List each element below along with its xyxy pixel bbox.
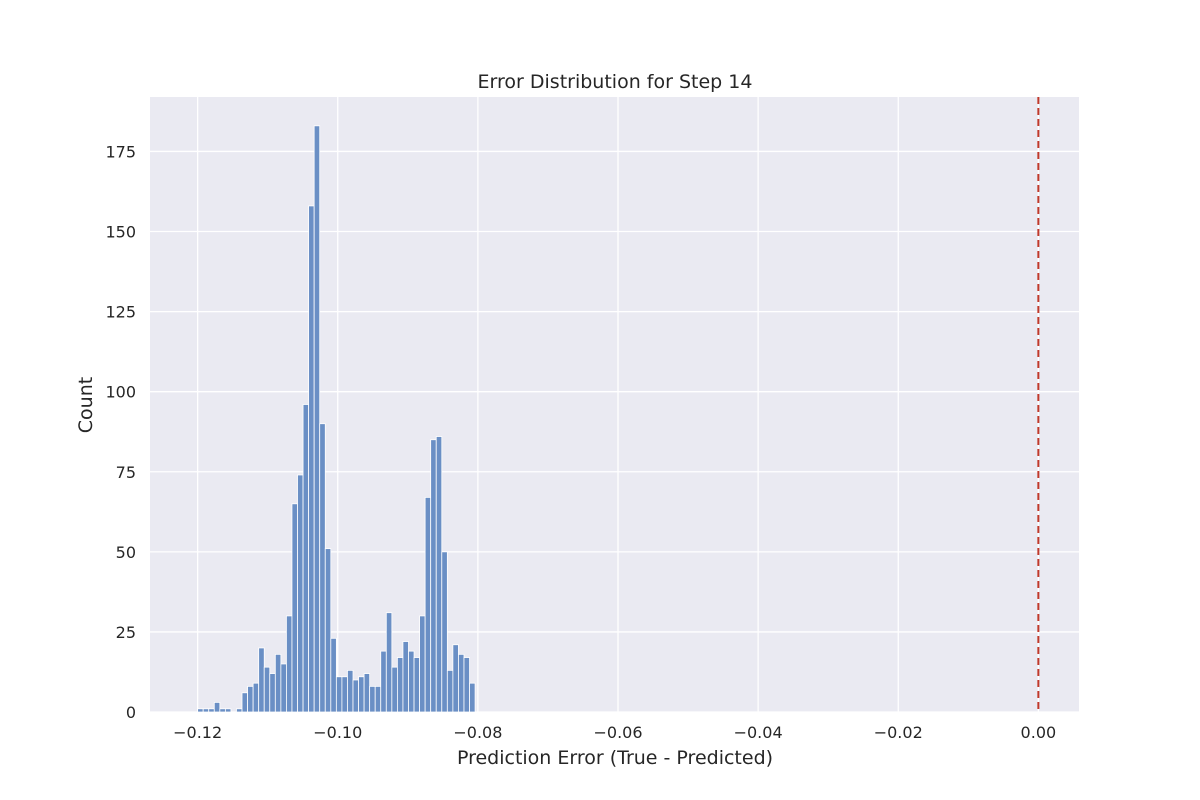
histogram-bar bbox=[363, 673, 371, 713]
histogram-bar bbox=[458, 653, 465, 713]
histogram-bar bbox=[463, 657, 470, 713]
histogram-bar bbox=[313, 125, 321, 713]
x-tick-label: −0.02 bbox=[874, 723, 923, 742]
histogram-bar bbox=[297, 474, 304, 713]
histogram-bar bbox=[335, 676, 343, 713]
histogram-bar bbox=[469, 682, 476, 713]
y-tick-label: 25 bbox=[116, 623, 136, 642]
histogram-bar bbox=[202, 708, 210, 713]
histogram-bar bbox=[269, 673, 276, 713]
histogram-bar bbox=[402, 641, 409, 713]
y-tick-label: 50 bbox=[116, 543, 136, 562]
histogram-bar bbox=[274, 653, 282, 713]
histogram-bar bbox=[258, 647, 265, 713]
x-axis-ticks: −0.12 −0.10 −0.08 −0.06 −0.04 −0.02 0.00 bbox=[173, 723, 1056, 742]
histogram-bar bbox=[302, 404, 310, 713]
histogram-bar bbox=[441, 551, 448, 713]
y-axis-ticks: 0 25 50 75 100 125 150 175 bbox=[105, 142, 136, 722]
histogram-bar bbox=[219, 708, 226, 713]
histogram-bar bbox=[352, 679, 359, 713]
x-tick-label: −0.10 bbox=[313, 723, 362, 742]
histogram-bar bbox=[374, 685, 382, 713]
histogram-bar bbox=[369, 685, 376, 713]
histogram-bars bbox=[197, 125, 476, 713]
x-tick-label: 0.00 bbox=[1021, 723, 1057, 742]
y-tick-label: 150 bbox=[105, 223, 136, 242]
histogram-bar bbox=[424, 496, 432, 713]
y-tick-label: 100 bbox=[105, 383, 136, 402]
histogram-bar bbox=[391, 666, 398, 713]
x-tick-label: −0.08 bbox=[453, 723, 502, 742]
chart-title: Error Distribution for Step 14 bbox=[478, 71, 753, 93]
histogram-bar bbox=[308, 205, 315, 713]
histogram-bar bbox=[396, 657, 404, 713]
histogram-bar bbox=[280, 663, 287, 713]
histogram-bar bbox=[197, 708, 204, 713]
x-axis-label: Prediction Error (True - Predicted) bbox=[457, 747, 773, 769]
histogram-bar bbox=[380, 650, 387, 713]
histogram-bar bbox=[419, 615, 426, 713]
histogram-bar bbox=[252, 682, 260, 713]
histogram-bar bbox=[319, 423, 326, 713]
histogram-bar bbox=[324, 548, 332, 713]
x-tick-label: −0.06 bbox=[593, 723, 642, 742]
x-tick-label: −0.12 bbox=[173, 723, 222, 742]
histogram-bar bbox=[241, 692, 248, 713]
histogram-bar bbox=[341, 676, 348, 713]
histogram-bar bbox=[385, 612, 393, 713]
histogram-bar bbox=[330, 637, 337, 713]
histogram-bar bbox=[413, 657, 420, 713]
y-tick-label: 175 bbox=[105, 142, 136, 161]
y-tick-label: 0 bbox=[126, 703, 136, 722]
y-axis-label: Count bbox=[75, 377, 97, 433]
histogram-bar bbox=[224, 708, 232, 713]
x-tick-label: −0.04 bbox=[734, 723, 783, 742]
histogram-bar bbox=[213, 701, 221, 713]
histogram-bar bbox=[358, 676, 365, 713]
histogram-bar bbox=[408, 650, 415, 713]
histogram-bar bbox=[430, 439, 437, 713]
histogram-bar bbox=[236, 708, 243, 713]
y-tick-label: 125 bbox=[105, 303, 136, 322]
y-tick-label: 75 bbox=[116, 463, 136, 482]
histogram-bar bbox=[286, 615, 293, 713]
histogram-bar bbox=[347, 669, 354, 713]
histogram-bar bbox=[452, 644, 459, 713]
histogram-bar bbox=[263, 666, 271, 713]
histogram-bar bbox=[435, 436, 443, 713]
histogram-bar bbox=[446, 669, 454, 713]
histogram-bar bbox=[247, 685, 254, 713]
histogram-bar bbox=[208, 708, 215, 713]
histogram-bar bbox=[291, 503, 298, 713]
